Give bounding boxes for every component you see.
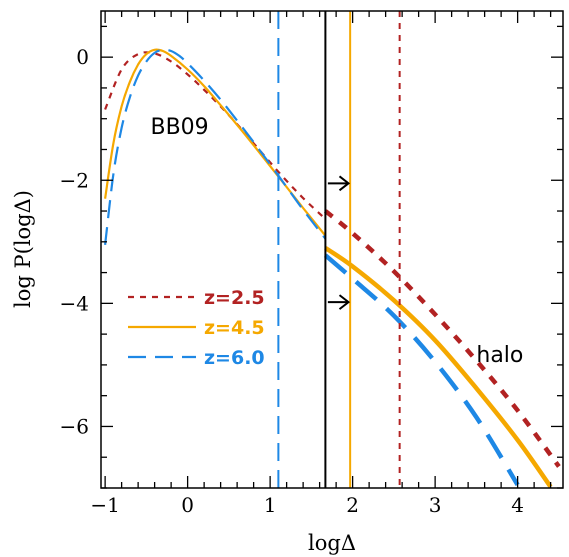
x-tick-label-1: 0 bbox=[181, 493, 194, 517]
x-tick-label-2: 1 bbox=[264, 493, 277, 517]
vertical-line-layer bbox=[277, 11, 401, 488]
arrow-head-0 bbox=[338, 175, 351, 192]
legend: z=2.5 z=4.5 z=6.0 bbox=[128, 287, 265, 369]
y-tick-label-2: −4 bbox=[60, 291, 89, 315]
legend-label-z-4-5: z=4.5 bbox=[204, 317, 265, 339]
tick-layer: −1 0 1 2 3 4 0 −2 −4 −6 bbox=[60, 11, 563, 517]
arrow-layer bbox=[327, 175, 351, 310]
y-axis-label: log P(logΔ) bbox=[11, 190, 35, 308]
x-tick-label-0: −1 bbox=[90, 493, 119, 517]
x-axis-label: logΔ bbox=[308, 531, 356, 555]
series-halo-curve-z-2-5 bbox=[323, 209, 561, 468]
series-curve-z-2-5 bbox=[104, 51, 327, 220]
x-tick-label-3: 2 bbox=[346, 493, 359, 517]
annotation-bb09: BB09 bbox=[151, 115, 209, 140]
plot-frame bbox=[100, 10, 564, 489]
y-tick-label-0: 0 bbox=[76, 45, 89, 69]
y-tick-label-3: −6 bbox=[60, 414, 89, 438]
legend-label-z-6-0: z=6.0 bbox=[204, 347, 265, 369]
y-tick-label-1: −2 bbox=[60, 168, 89, 192]
series-curve-z-4-5 bbox=[104, 48, 327, 237]
series-halo-curve-z-4-5 bbox=[324, 246, 553, 488]
x-tick-label-5: 4 bbox=[511, 493, 524, 517]
legend-label-z-2-5: z=2.5 bbox=[204, 287, 265, 309]
curve-layer bbox=[104, 48, 561, 488]
annotation-layer: BB09 halo bbox=[151, 115, 524, 368]
x-tick-label-4: 3 bbox=[429, 493, 442, 517]
series-halo-curve-z-6-0 bbox=[323, 253, 520, 487]
arrow-head-1 bbox=[338, 294, 351, 310]
series-curve-z-6-0 bbox=[104, 48, 327, 246]
annotation-halo: halo bbox=[476, 343, 523, 368]
